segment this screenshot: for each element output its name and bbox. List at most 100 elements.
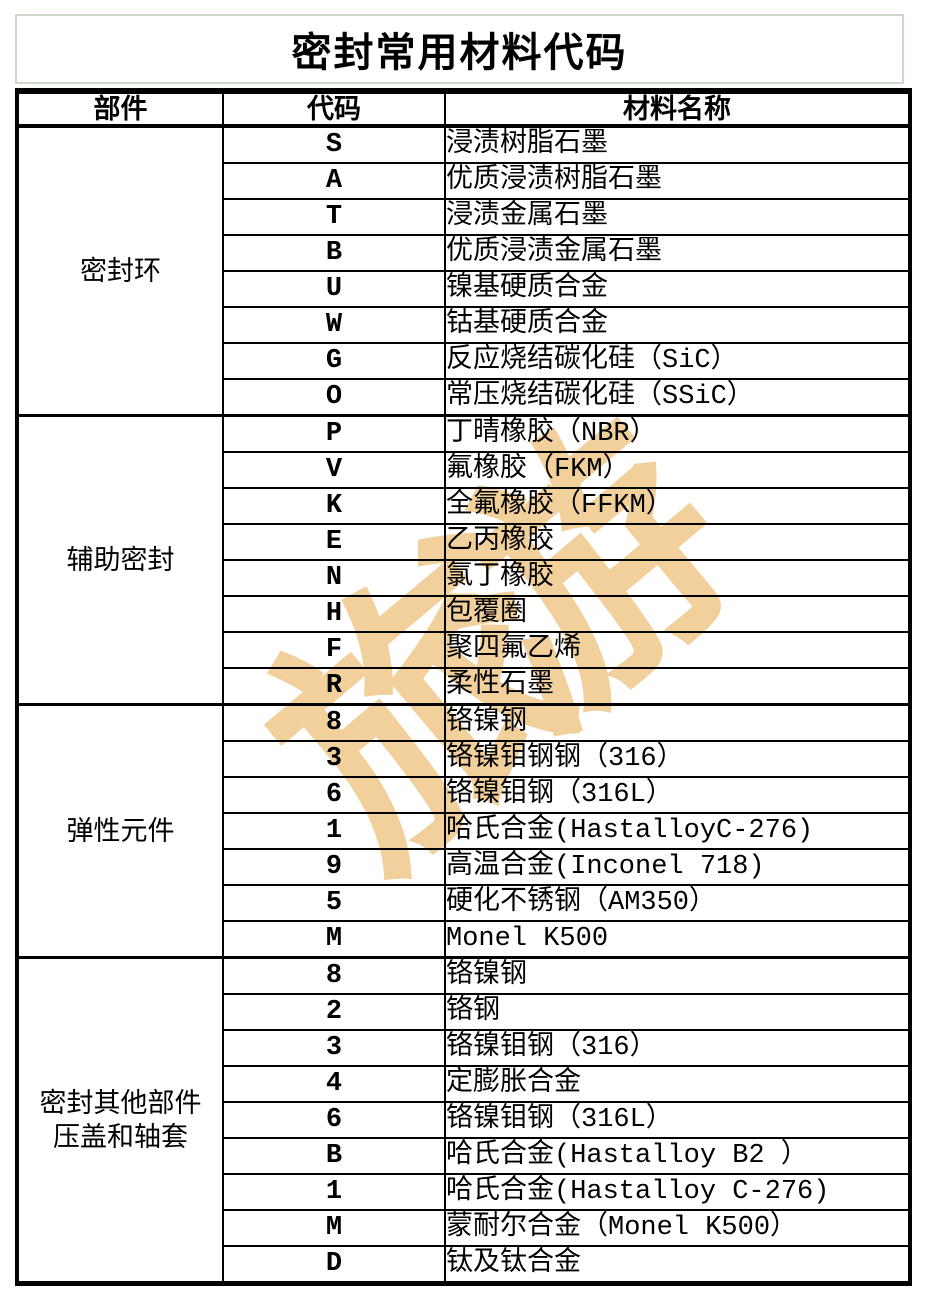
material-cell: 全氟橡胶（FFKM） [444,487,911,525]
table-row: M 蒙耐尔合金（Monel K500） [17,1209,911,1247]
material-cell: 蒙耐尔合金（Monel K500） [444,1209,911,1247]
part-cell-auxiliary-seal: 辅助密封 [16,414,224,706]
table-row: M Monel K500 [17,920,911,959]
table-row: B 优质浸渍金属石墨 [17,234,911,272]
table-row: 弹性元件 8 铬镍钢 [16,703,911,959]
material-cell: 钴基硬质合金 [444,306,911,344]
column-header-part: 部件 [16,90,224,128]
code-cell: 6 [222,776,446,814]
material-cell: 哈氏合金(HastalloyC-276) [444,812,911,850]
code-cell: U [222,270,446,308]
table-row: U 镍基硬质合金 [17,270,911,308]
part-label: 密封环 [80,256,161,286]
material-cell: 铬镍钢 [444,956,911,995]
code-cell: 1 [222,812,446,850]
code-cell: P [222,414,446,453]
code-cell: F [222,631,446,669]
material-cell: 铬镍钼钢（316） [444,1029,911,1067]
part-label: 弹性元件 [66,816,175,846]
table-row: 4 定膨胀合金 [17,1065,911,1103]
table-row: A 优质浸渍树脂石墨 [17,162,911,200]
code-cell: 5 [222,884,446,922]
material-cell: 铬镍钼钢（316L） [444,1101,911,1139]
table-row: R 柔性石墨 [17,667,911,706]
table-row: G 反应烧结碳化硅（SiC） [17,342,911,380]
table-row: T 浸渍金属石墨 [17,198,911,236]
table-row: B 哈氏合金(Hastalloy B2 ） [17,1137,911,1175]
code-cell: M [222,1209,446,1247]
code-cell: W [222,306,446,344]
code-cell: T [222,198,446,236]
material-cell: 优质浸渍树脂石墨 [444,162,911,200]
column-header-material: 材料名称 [444,90,911,128]
material-cell: 常压烧结碳化硅（SSiC） [444,378,911,417]
material-cell: 钛及钛合金 [444,1245,911,1285]
code-cell: A [222,162,446,200]
material-cell: 包覆圈 [444,595,911,633]
material-cell: 氯丁橡胶 [444,559,911,597]
part-label-line1: 密封其他部件 [39,1088,202,1118]
material-cell: 丁晴橡胶（NBR） [444,414,911,453]
material-cell: 高温合金(Inconel 718) [444,848,911,886]
table-row: H 包覆圈 [17,595,911,633]
material-cell: 柔性石墨 [444,667,911,706]
part-label-line2: 压盖和轴套 [53,1122,188,1152]
page-title: 密封常用材料代码 [291,30,628,75]
code-cell: K [222,487,446,525]
material-cell: 硬化不锈钢（AM350） [444,884,911,922]
code-cell: 2 [222,993,446,1031]
table-row: 3 铬镍钼钢钢（316） [17,740,911,778]
material-cell: 定膨胀合金 [444,1065,911,1103]
table-row: K 全氟橡胶（FFKM） [17,487,911,525]
table-row: 3 铬镍钼钢（316） [17,1029,911,1067]
part-cell-other-parts-gland-sleeve: 密封其他部件 压盖和轴套 [16,956,224,1285]
header-row: 部件 代码 材料名称 [16,90,911,128]
material-cell: Monel K500 [444,920,911,959]
code-cell: O [222,378,446,417]
code-cell: 8 [222,703,446,742]
code-cell: 6 [222,1101,446,1139]
table-row: D 钛及钛合金 [17,1245,911,1285]
part-cell-seal-ring: 密封环 [16,124,224,417]
table-row: F 聚四氟乙烯 [17,631,911,669]
table-row: 1 哈氏合金(HastalloyC-276) [17,812,911,850]
code-cell: 8 [222,956,446,995]
code-cell: 1 [222,1173,446,1211]
material-cell: 铬镍钢 [444,703,911,742]
code-cell: D [222,1245,446,1285]
code-cell: E [222,523,446,561]
material-cell: 浸渍树脂石墨 [444,124,911,164]
code-cell: R [222,667,446,706]
part-cell-elastic-element: 弹性元件 [16,703,224,959]
code-cell: 3 [222,1029,446,1067]
code-cell: V [222,451,446,489]
material-cell: 哈氏合金(Hastalloy B2 ） [444,1137,911,1175]
table-row: W 钴基硬质合金 [17,306,911,344]
material-cell: 浸渍金属石墨 [444,198,911,236]
code-cell: 9 [222,848,446,886]
table-row: 6 铬镍钼钢（316L） [17,776,911,814]
table-row: 6 铬镍钼钢（316L） [17,1101,911,1139]
material-cell: 优质浸渍金属石墨 [444,234,911,272]
column-header-code: 代码 [222,90,446,128]
table-row: 1 哈氏合金(Hastalloy C-276) [17,1173,911,1211]
material-codes-table: 部件 代码 材料名称 密封环 S 浸渍树脂石墨 A 优质浸渍树脂石墨 T 浸渍金… [15,88,912,1286]
material-cell: 铬钢 [444,993,911,1031]
material-cell: 反应烧结碳化硅（SiC） [444,342,911,380]
table-row: O 常压烧结碳化硅（SSiC） [17,378,911,417]
table-row: 密封其他部件 压盖和轴套 8 铬镍钢 [16,956,911,1285]
code-cell: N [222,559,446,597]
table-row: V 氟橡胶（FKM） [17,451,911,489]
code-cell: H [222,595,446,633]
material-cell: 镍基硬质合金 [444,270,911,308]
table-row: 辅助密封 P 丁晴橡胶（NBR） [16,414,911,706]
code-cell: G [222,342,446,380]
table-row: 密封环 S 浸渍树脂石墨 [16,124,911,417]
material-cell: 乙丙橡胶 [444,523,911,561]
table-row: N 氯丁橡胶 [17,559,911,597]
part-label: 辅助密封 [66,545,175,575]
table-row: 5 硬化不锈钢（AM350） [17,884,911,922]
table-row: E 乙丙橡胶 [17,523,911,561]
table-row: 9 高温合金(Inconel 718) [17,848,911,886]
